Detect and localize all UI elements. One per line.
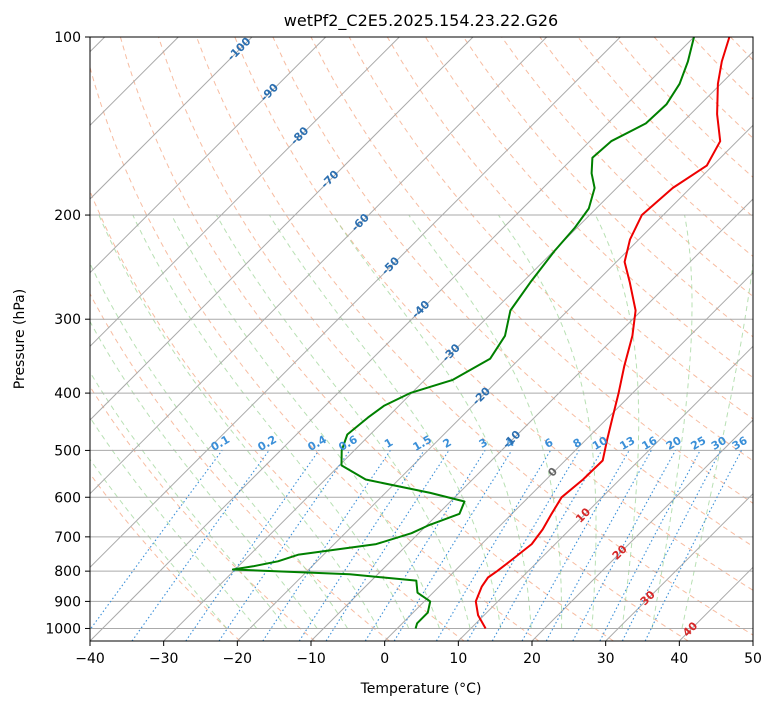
isotherm-line (90, 37, 474, 421)
moist-adiabat-line (332, 214, 532, 629)
x-tick-label: −20 (223, 651, 253, 667)
dry-adiabat-line (158, 37, 689, 641)
isotherm-line (90, 37, 253, 200)
temperature-profile-line (474, 37, 731, 629)
x-tick-label: 50 (744, 651, 762, 667)
x-axis-label: Temperature (°C) (360, 681, 482, 697)
moist-adiabat-line (651, 214, 693, 629)
isotherm-line (163, 50, 753, 641)
y-axis-label: Pressure (hPa) (12, 289, 28, 389)
dewpoint-profile-line (231, 37, 695, 629)
moist-adiabat-line (90, 371, 288, 629)
chart-title: wetPf2_C2E5.2025.154.23.22.G26 (284, 11, 558, 31)
dry-adiabat-line (769, 37, 775, 641)
dry-adiabat-line (234, 37, 753, 591)
profile-series (231, 37, 731, 629)
y-tick-label: 400 (54, 386, 81, 402)
dry-adiabat-line (90, 385, 316, 641)
moist-adiabat-line (98, 214, 379, 629)
isotherm-line (531, 419, 753, 641)
isotherm-line (90, 37, 548, 495)
dry-adiabat-line (119, 37, 614, 641)
dry-adiabat-line (310, 37, 753, 504)
x-tick-label: 20 (523, 651, 541, 667)
y-tick-label: 600 (54, 490, 81, 506)
moist-adiabat-line (90, 416, 258, 629)
moist-adiabat-line (681, 258, 753, 629)
x-tick-label: 0 (380, 651, 389, 667)
mixing-ratio-line (218, 450, 351, 641)
isotherm-line (90, 37, 621, 569)
moist-adiabat-line (497, 214, 597, 629)
isotherm-line (236, 124, 753, 641)
isotherm-line (752, 640, 753, 641)
moist-adiabat-line (215, 214, 471, 629)
dry-adiabat-line (272, 37, 753, 547)
mixing-ratio-line (131, 450, 270, 641)
x-tick-label: 10 (449, 651, 467, 667)
x-tick-label: 40 (670, 651, 688, 667)
plot-frame (89, 36, 754, 642)
isotherm-line (310, 198, 753, 641)
x-tick-label: −30 (149, 651, 179, 667)
mixing-ratio-line (262, 450, 391, 641)
dry-adiabat-line (90, 190, 465, 641)
y-tick-label: 500 (54, 443, 81, 459)
mixing-ratio-line (521, 450, 630, 641)
isotherm-line (90, 37, 400, 348)
mixing-ratio-line (325, 450, 450, 641)
y-tick-label: 1000 (45, 621, 81, 637)
mixing-ratio-line (621, 450, 722, 641)
isotherm-line (90, 37, 327, 274)
dry-adiabat-line (90, 292, 390, 641)
moist-adiabat-line (594, 214, 640, 629)
x-tick-label: 30 (597, 651, 615, 667)
axis-ticks: −40 −30 −20 −10 0 10 20 30 40 50 100 200 300 400 500 60… (45, 30, 762, 667)
y-tick-label: 200 (54, 208, 81, 224)
dry-adiabat-line (348, 37, 753, 462)
isotherm-line (605, 492, 753, 641)
mixing-ratio-line (545, 450, 652, 641)
isotherm-line (457, 345, 753, 641)
y-tick-label: 800 (54, 564, 81, 580)
mixing-ratio-line (644, 450, 742, 641)
y-tick-label: 100 (54, 30, 81, 46)
moist-adiabat-line (90, 320, 318, 629)
isotherm-line (384, 271, 753, 641)
background-lines (90, 37, 775, 641)
plot-background (90, 37, 753, 641)
moist-adiabat-line (408, 214, 563, 629)
y-tick-label: 700 (54, 530, 81, 546)
mixing-ratio-line (90, 450, 223, 631)
x-tick-label: −40 (75, 651, 105, 667)
mixing-ratio-line (572, 450, 676, 641)
dry-adiabat-line (463, 37, 753, 338)
y-tick-label: 900 (54, 594, 81, 610)
dry-adiabat-line (90, 472, 241, 641)
isotherm-line (90, 37, 695, 641)
mixing-ratio-line (298, 450, 425, 641)
x-tick-label: −10 (296, 651, 326, 667)
mixing-ratio-line (393, 450, 513, 641)
moist-adiabat-line (90, 458, 228, 629)
y-tick-label: 300 (54, 312, 81, 328)
mixing-ratio-line (185, 450, 320, 641)
dry-adiabat-line (90, 65, 540, 641)
